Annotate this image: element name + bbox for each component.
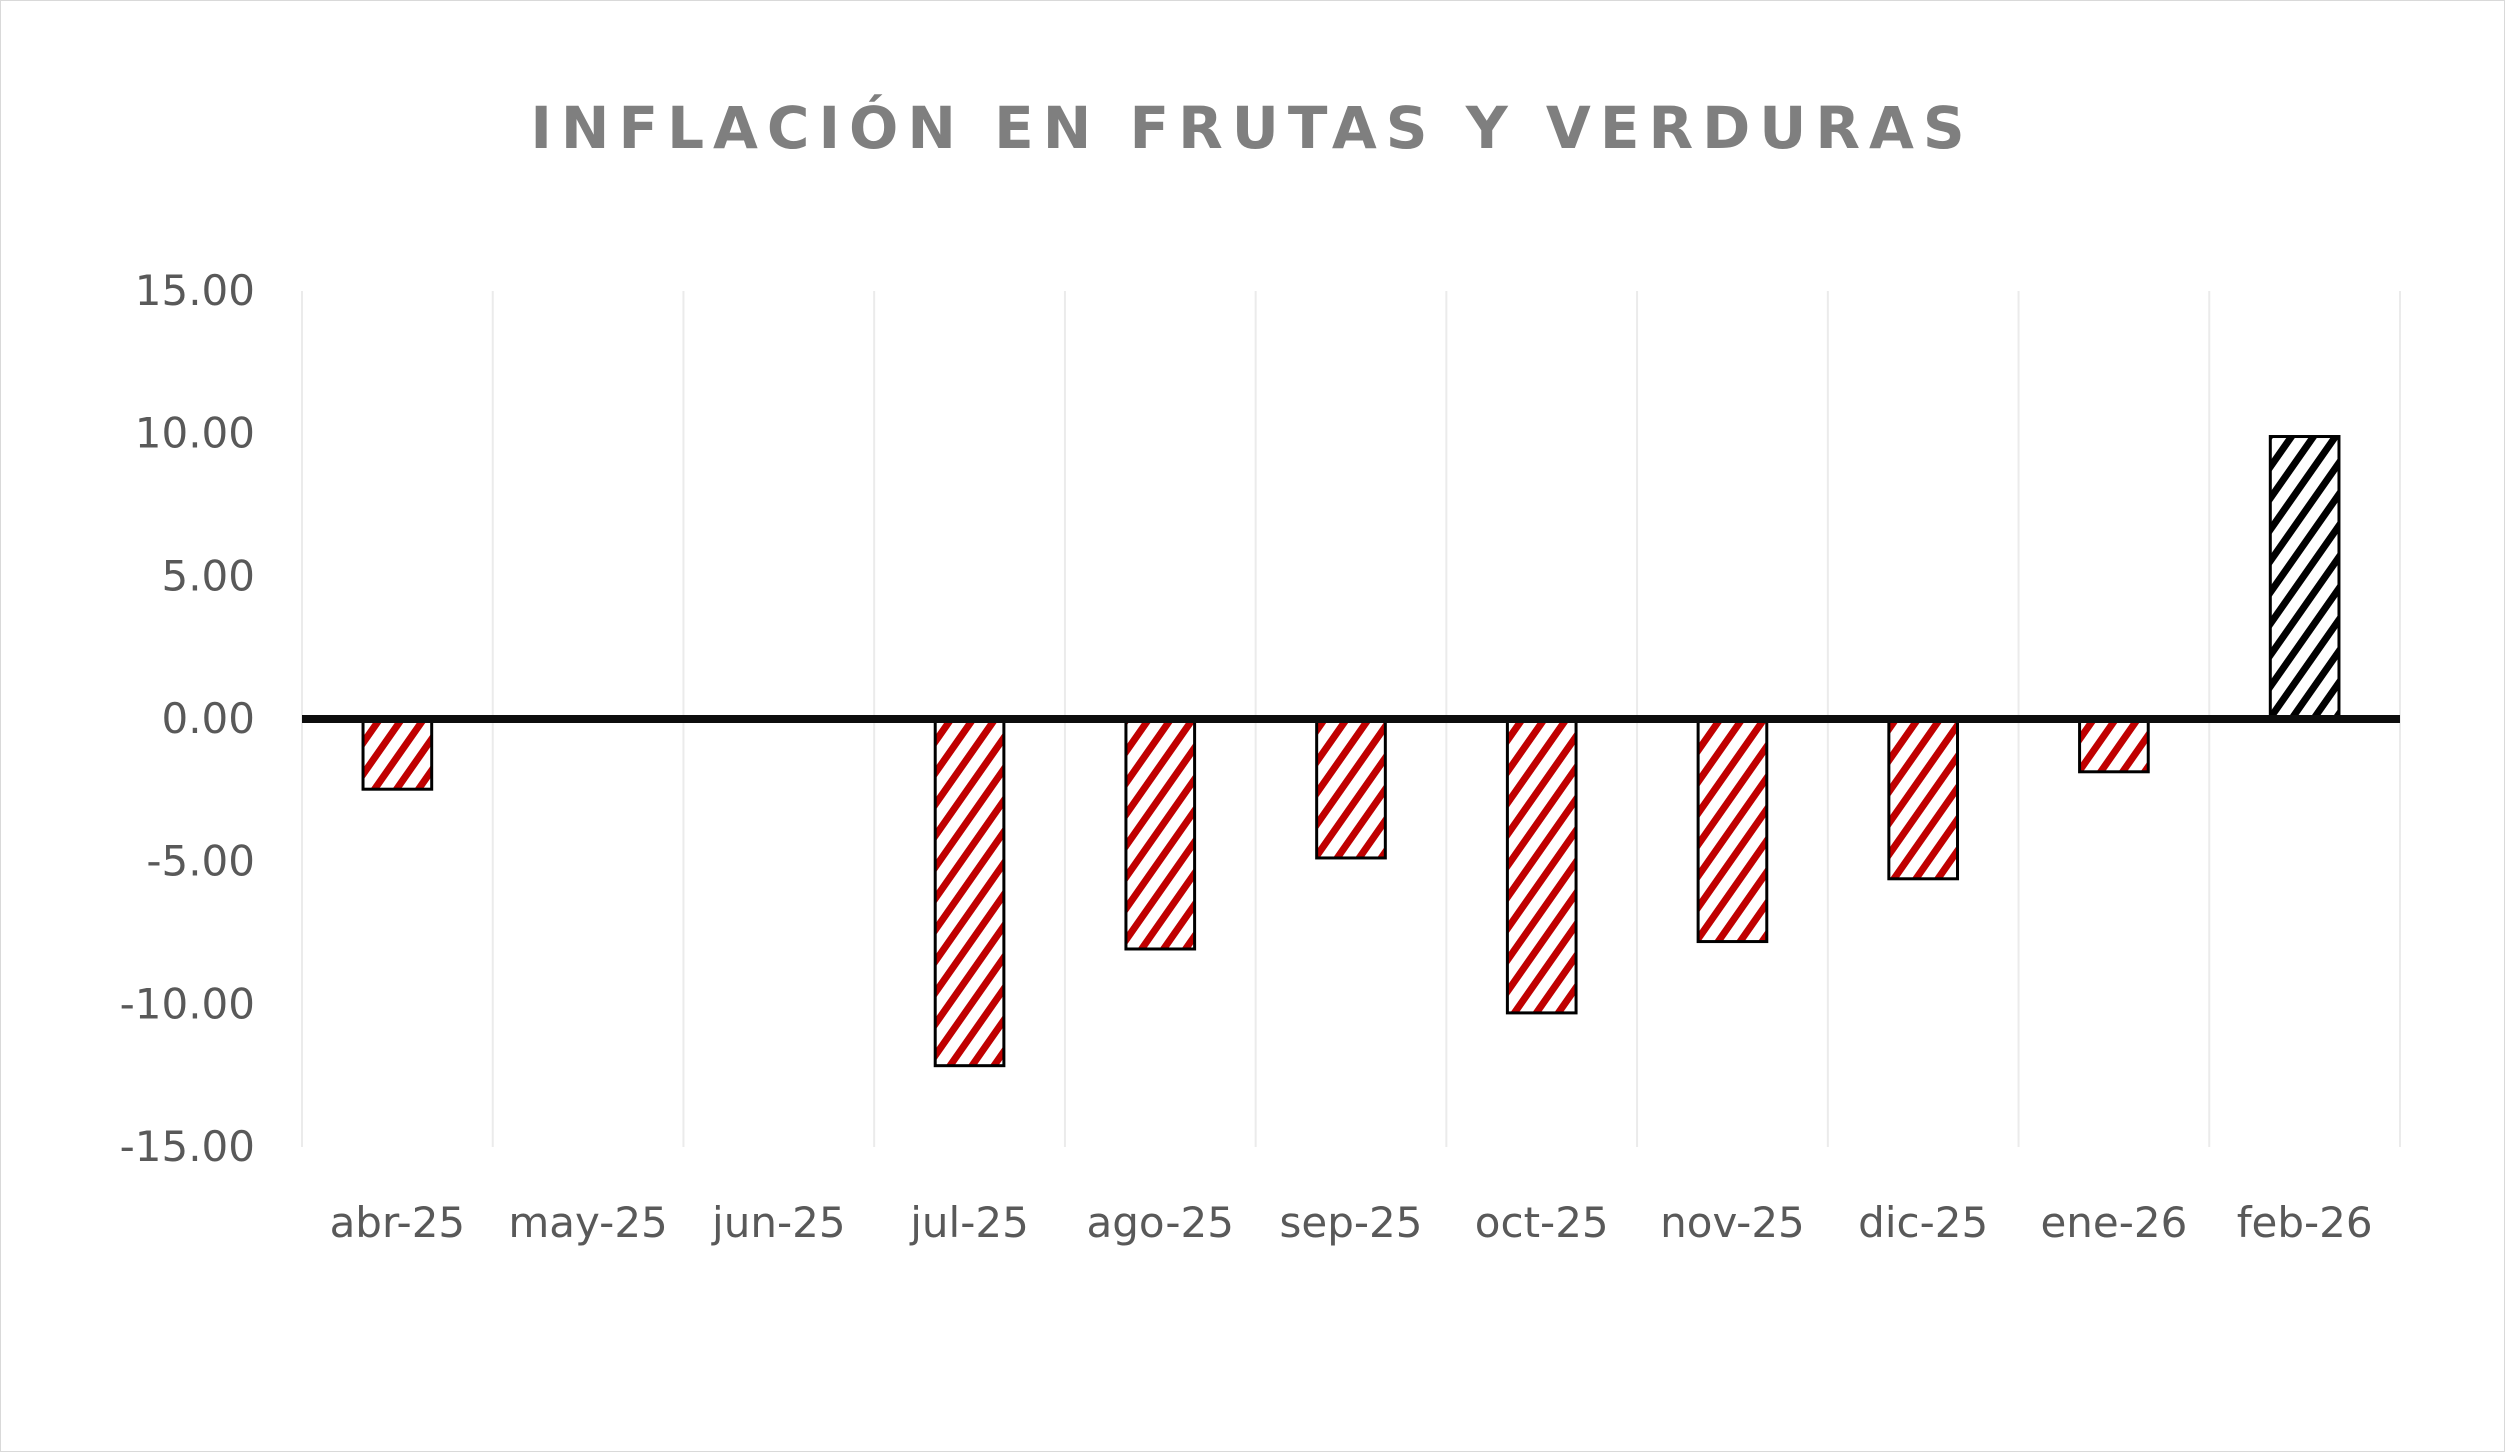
bar-abr-25 (361, 717, 434, 791)
x-tick-label: jun-25 (711, 1198, 846, 1247)
bar-feb-26 (2268, 435, 2341, 721)
y-tick-label: 5.00 (161, 551, 255, 600)
x-tick-label: abr-25 (330, 1198, 466, 1247)
x-tick-label: dic-25 (1858, 1198, 1988, 1247)
bar-oct-25 (1505, 717, 1578, 1015)
bar-nov-25 (1696, 717, 1769, 944)
x-tick-label: oct-25 (1475, 1198, 1609, 1247)
bar-ago-25 (1124, 717, 1197, 951)
x-tick-label: may-25 (508, 1198, 667, 1247)
y-tick-label: -15.00 (120, 1122, 255, 1171)
x-tick-label: ago-25 (1087, 1198, 1234, 1247)
y-tick-label: -5.00 (146, 837, 255, 886)
y-tick-label: 15.00 (135, 266, 255, 315)
y-tick-label: 10.00 (135, 409, 255, 458)
bar-jul-25 (933, 717, 1006, 1068)
x-tick-label: jul-25 (909, 1198, 1029, 1247)
x-tick-label: sep-25 (1280, 1198, 1423, 1247)
x-tick-label: ene-26 (2040, 1198, 2187, 1247)
bar-dic-25 (1887, 717, 1960, 881)
chart-title: INFLACIÓN EN FRUTAS Y VERDURAS (530, 93, 1973, 162)
x-tick-label: feb-26 (2237, 1198, 2373, 1247)
y-tick-label: -10.00 (120, 979, 255, 1028)
bar-ene-26 (2078, 717, 2150, 774)
y-tick-label: 0.00 (161, 694, 255, 743)
x-tick-label: nov-25 (1660, 1198, 1805, 1247)
bar-sep-25 (1315, 717, 1387, 860)
